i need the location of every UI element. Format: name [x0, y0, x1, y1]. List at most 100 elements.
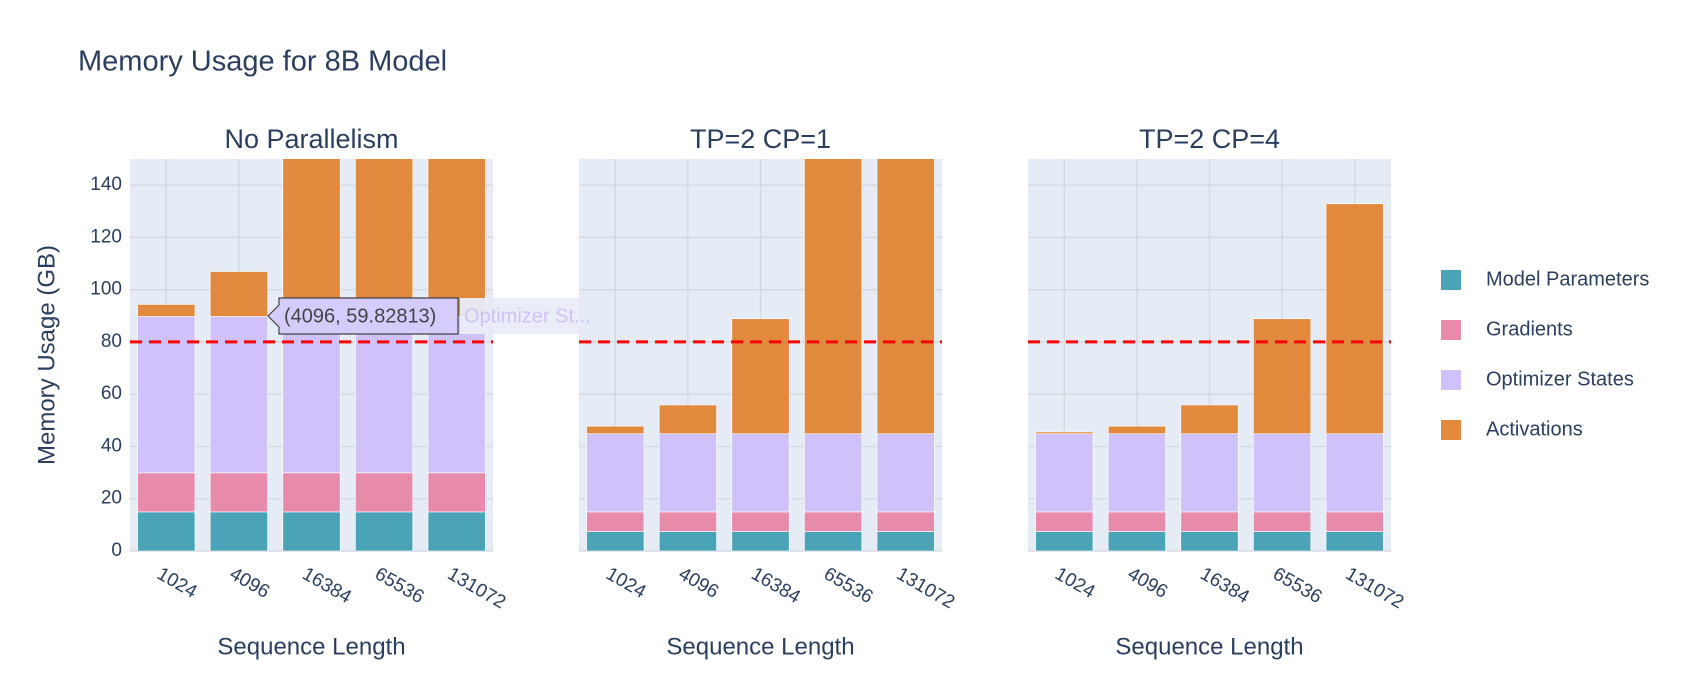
y-tick-label: 100: [90, 279, 122, 300]
bar-segment: [282, 159, 341, 317]
legend-label: Gradients: [1486, 318, 1573, 340]
y-tick-label: 120: [90, 226, 122, 247]
x-tick-label: 65536: [371, 563, 427, 608]
bar-segment: [1035, 511, 1094, 532]
bar-segment: [1035, 531, 1094, 551]
y-tick-label: 20: [101, 488, 122, 509]
bars: [1035, 203, 1384, 551]
bar-segment: [209, 472, 268, 513]
bar-segment: [427, 159, 486, 317]
bar-segment: [876, 433, 935, 513]
x-tick-label: 4096: [1124, 563, 1171, 602]
legend-label: Optimizer States: [1486, 368, 1634, 390]
bar-segment: [282, 472, 341, 513]
bar-segment: [209, 271, 268, 317]
bar-segment: [1253, 318, 1312, 435]
bar-segment: [1325, 203, 1384, 435]
legend-label: Activations: [1486, 418, 1583, 440]
bar-segment: [876, 531, 935, 551]
y-tick-label: 40: [101, 435, 122, 456]
bar-segment: [137, 316, 196, 474]
bar-segment: [427, 511, 486, 551]
bar-segment: [658, 404, 717, 435]
bar-segment: [658, 511, 717, 532]
bar-segment: [137, 511, 196, 551]
hover-box: [267, 297, 459, 335]
bar-segment: [1325, 531, 1384, 551]
bar-segment: [876, 511, 935, 532]
chart-title: Memory Usage for 8B Model: [78, 46, 447, 78]
x-tick-label: 16384: [1196, 563, 1253, 608]
bar-segment: [282, 511, 341, 551]
x-tick-label: 1024: [153, 563, 200, 603]
bar-segment: [804, 159, 863, 435]
bar-segment: [1325, 433, 1384, 513]
hover-tooltip: (4096, 59.82813) Optimizer St...: [267, 297, 591, 335]
bar-segment: [804, 511, 863, 532]
hover-text: (4096, 59.82813): [284, 305, 436, 327]
x-tick-label: 65536: [1269, 563, 1325, 608]
y-axis-label: Memory Usage (GB): [33, 245, 60, 465]
bar-segment: [1253, 511, 1312, 532]
legend-swatch: [1441, 270, 1461, 290]
bar-segment: [137, 472, 196, 513]
legend-swatch: [1441, 370, 1461, 390]
hover-trace: Optimizer St...: [464, 305, 591, 327]
bar-segment: [731, 511, 790, 532]
bar-segment: [1107, 433, 1166, 513]
bar-segment: [1035, 431, 1094, 435]
y-tick-label: 140: [90, 174, 122, 195]
y-tick-label: 60: [101, 383, 122, 404]
bar-segment: [731, 433, 790, 513]
y-tick-label: 80: [101, 331, 122, 352]
bar-segment: [586, 425, 645, 435]
x-tick-label: 4096: [226, 563, 273, 602]
bar-segment: [586, 433, 645, 513]
bar-segment: [586, 511, 645, 532]
bar-segment: [1180, 433, 1239, 513]
bar-segment: [1180, 511, 1239, 532]
x-tick-label: 65536: [820, 563, 876, 608]
x-tick-label: 131072: [893, 563, 958, 613]
bar-segment: [1253, 531, 1312, 551]
y-tick-label: 0: [111, 540, 122, 561]
bar-segment: [804, 433, 863, 513]
bar-segment: [209, 316, 268, 474]
bars: [586, 159, 935, 551]
bar-segment: [427, 472, 486, 513]
bar-segment: [209, 511, 268, 551]
bar-segment: [731, 318, 790, 435]
bar-segment: [658, 433, 717, 513]
x-tick-label: 131072: [444, 563, 509, 613]
bar-segment: [658, 531, 717, 551]
bar-segment: [1107, 425, 1166, 435]
bar-segment: [355, 159, 414, 317]
subplot-title: TP=2 CP=4: [1139, 124, 1280, 154]
bar-segment: [731, 531, 790, 551]
x-tick-label: 4096: [675, 563, 722, 602]
bar-segment: [804, 531, 863, 551]
bar-segment: [427, 316, 486, 474]
bar-segment: [1035, 433, 1094, 513]
bar-segment: [1107, 531, 1166, 551]
hover-trace-box: [460, 298, 579, 334]
bar-segment: [1180, 531, 1239, 551]
bar-segment: [137, 304, 196, 317]
bar-segment: [1253, 433, 1312, 513]
subplot-title: TP=2 CP=1: [690, 124, 831, 154]
bar-segment: [355, 316, 414, 474]
x-axis-label: Sequence Length: [1115, 633, 1303, 660]
subplot-title: No Parallelism: [224, 124, 398, 154]
bar-segment: [876, 159, 935, 435]
x-axis-label: Sequence Length: [217, 633, 405, 660]
bar-segment: [1180, 404, 1239, 435]
bar-segment: [282, 316, 341, 474]
x-tick-label: 1024: [1051, 563, 1098, 603]
x-axis-label: Sequence Length: [666, 633, 854, 660]
legend-swatch: [1441, 320, 1461, 340]
x-tick-label: 1024: [602, 563, 649, 603]
bar-segment: [355, 472, 414, 513]
x-tick-label: 16384: [747, 563, 804, 608]
legend-swatch: [1441, 420, 1461, 440]
